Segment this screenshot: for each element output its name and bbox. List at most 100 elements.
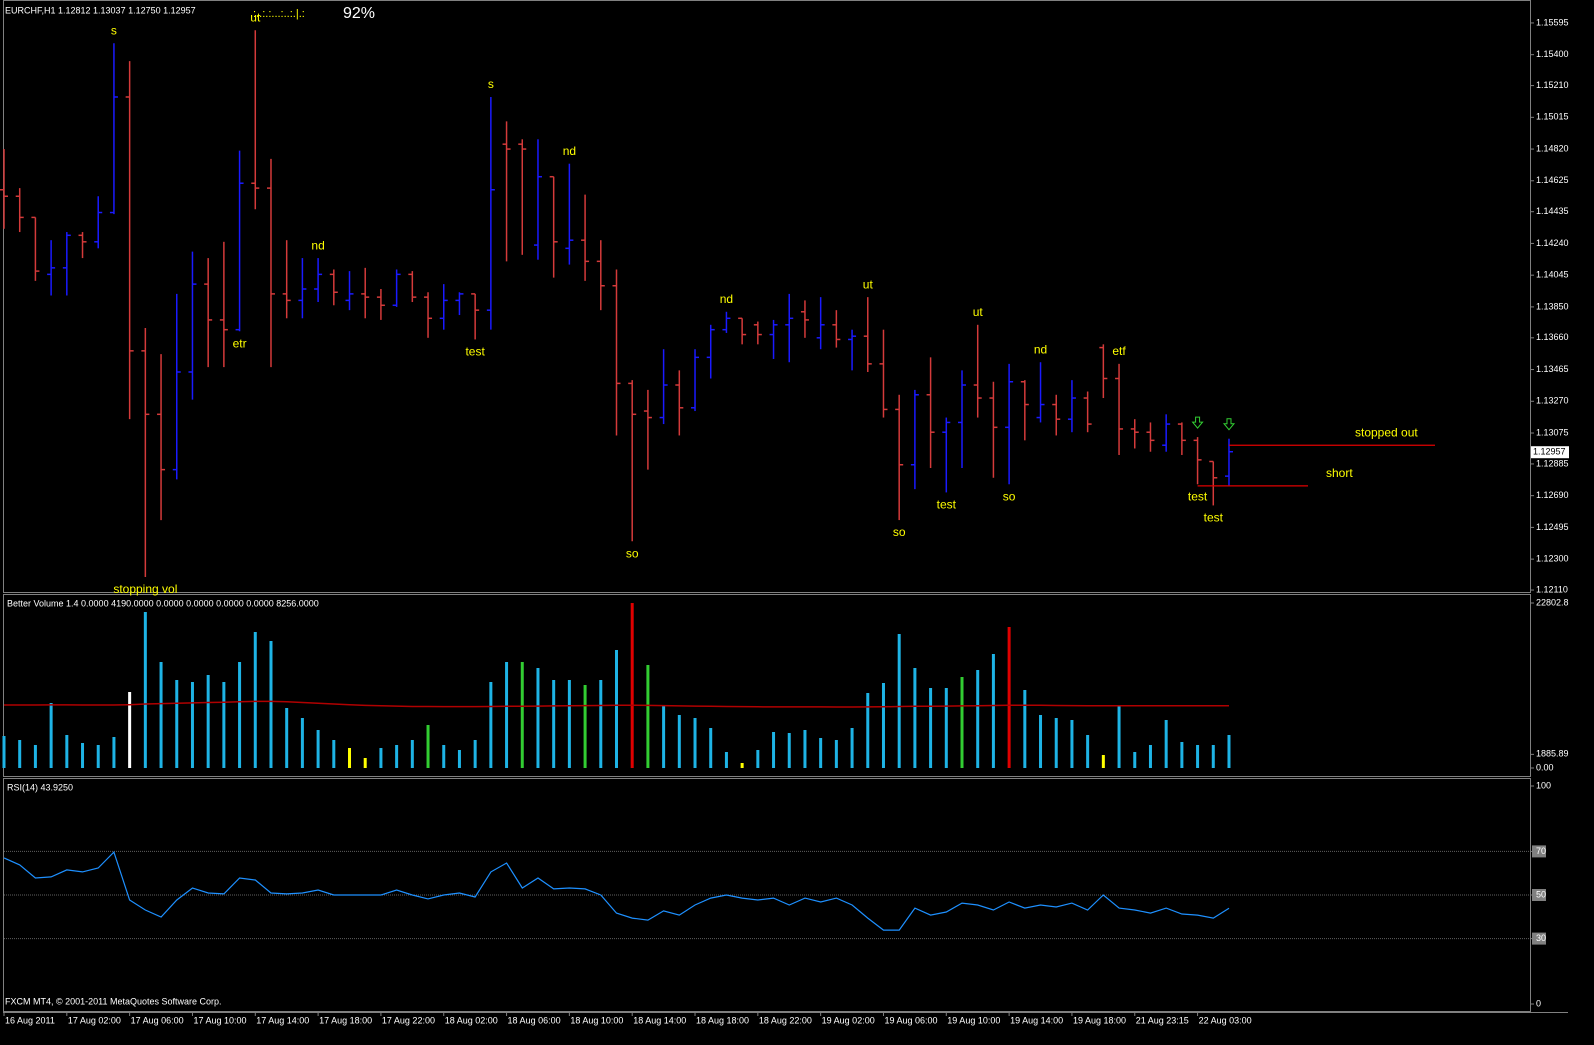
annotation: nd [1034,342,1047,356]
volume-bar [1133,752,1137,768]
volume-bar [457,749,461,768]
volume-bar [505,662,509,768]
volume-bar [285,707,289,768]
volume-bar [1117,706,1121,768]
symbol-header: EURCHF,H1 1.12812 1.13037 1.12750 1.1295… [5,5,196,15]
volume-bar [238,662,242,768]
y-tick-label: 0 [1536,998,1541,1008]
volume-bar [1148,744,1152,768]
volume-bar [724,752,728,768]
volume-bar [787,732,791,768]
volume-bar [175,679,179,768]
annotation: test [1188,489,1208,503]
volume-bar [913,667,917,768]
volume-bar [206,674,210,768]
y-tick-label: 1.14045 [1536,270,1569,280]
footer: FXCM MT4, © 2001-2011 MetaQuotes Softwar… [5,996,222,1006]
signal-arrow [1222,418,1236,431]
annotation: test [937,498,957,512]
volume-bar [693,717,697,768]
volume-bar [332,739,336,768]
volume-bar [897,633,901,768]
y-tick-label: 70 [1536,846,1546,856]
volume-bar [709,727,713,768]
volume-bar [677,714,681,768]
x-tick-label: 22 Aug 03:00 [1199,1015,1252,1025]
y-tick-label: 1.14435 [1536,206,1569,216]
last-price-box [1531,446,1569,459]
volume-bar [316,729,320,768]
volume-bar [1086,734,1090,768]
volume-bar [300,717,304,768]
signal-arrow [1191,416,1204,429]
volume-bar [379,747,383,768]
y-tick-label: 1.13465 [1536,364,1569,374]
x-tick-label: 18 Aug 10:00 [570,1015,623,1025]
volume-bar [18,739,22,768]
rsi-header: RSI(14) 43.9250 [7,782,73,792]
x-tick-label: 19 Aug 02:00 [822,1015,875,1025]
volume-bar [881,682,885,768]
volume-bar [1180,742,1184,768]
volume-bar [1070,719,1074,768]
volume-bar [1054,717,1058,768]
volume-bar [599,679,603,768]
volume-bar [567,679,571,768]
volume-bar [552,679,556,768]
volume-bar [112,737,116,768]
y-tick-label: 0.00 [1536,762,1554,772]
volume-bar [363,757,367,768]
level-box [1532,889,1546,901]
y-tick-label: 1.13850 [1536,301,1569,311]
volume-bar [33,744,37,768]
volume-bar [850,727,854,768]
y-tick-label: 1.14820 [1536,143,1569,153]
x-tick-label: 17 Aug 22:00 [382,1015,435,1025]
x-tick-label: 19 Aug 10:00 [947,1015,1000,1025]
volume-bar [222,682,226,768]
volume-bar [49,702,53,768]
x-tick-label: 19 Aug 18:00 [1073,1015,1126,1025]
volume-bar [819,737,823,768]
volume-bar [772,732,776,768]
volume-bar [269,641,273,768]
volume-bar [756,749,760,768]
y-tick-label: 1.14240 [1536,238,1569,248]
volume-bar [834,739,838,768]
y-tick-label: 1.13270 [1536,396,1569,406]
annotation: s [488,77,494,91]
volume-bar [1039,714,1043,768]
level-box [1532,845,1546,858]
volume-bar [944,687,948,768]
y-tick-label: 1.15015 [1536,112,1569,122]
x-tick-label: 21 Aug 23:15 [1136,1015,1189,1025]
rsi-line [3,850,1230,931]
volume-bar [348,747,352,768]
volume-bar [1211,744,1215,768]
volume-bar [866,692,870,768]
volume-bar [929,687,933,768]
y-tick-label: 100 [1536,780,1551,790]
volume-bar [614,649,618,768]
volume-bar [1196,744,1200,768]
volume-bar [410,739,414,768]
annotation: so [626,546,639,560]
annotation: etf [1112,344,1126,358]
annotation: s [111,23,117,37]
y-tick-label: 1.12110 [1536,584,1568,594]
volume-header: Better Volume 1.4 0.0000 4190.0000 0.000… [7,598,319,608]
x-tick-label: 19 Aug 06:00 [884,1015,937,1025]
volume-bar [1023,689,1027,768]
x-tick-label: 18 Aug 06:00 [508,1015,561,1025]
y-tick-label: 30 [1536,933,1546,943]
y-tick-label: 1.12885 [1536,458,1569,468]
volume-bar [2,736,6,768]
x-tick-label: 18 Aug 18:00 [696,1015,749,1025]
y-tick-label: 1.12690 [1536,490,1569,500]
volume-bar [159,662,163,768]
volume-bar [740,762,744,768]
volume-bar [65,734,69,768]
volume-bar [583,684,587,768]
x-tick-label: 17 Aug 02:00 [68,1015,121,1025]
volume-bar [190,682,194,768]
